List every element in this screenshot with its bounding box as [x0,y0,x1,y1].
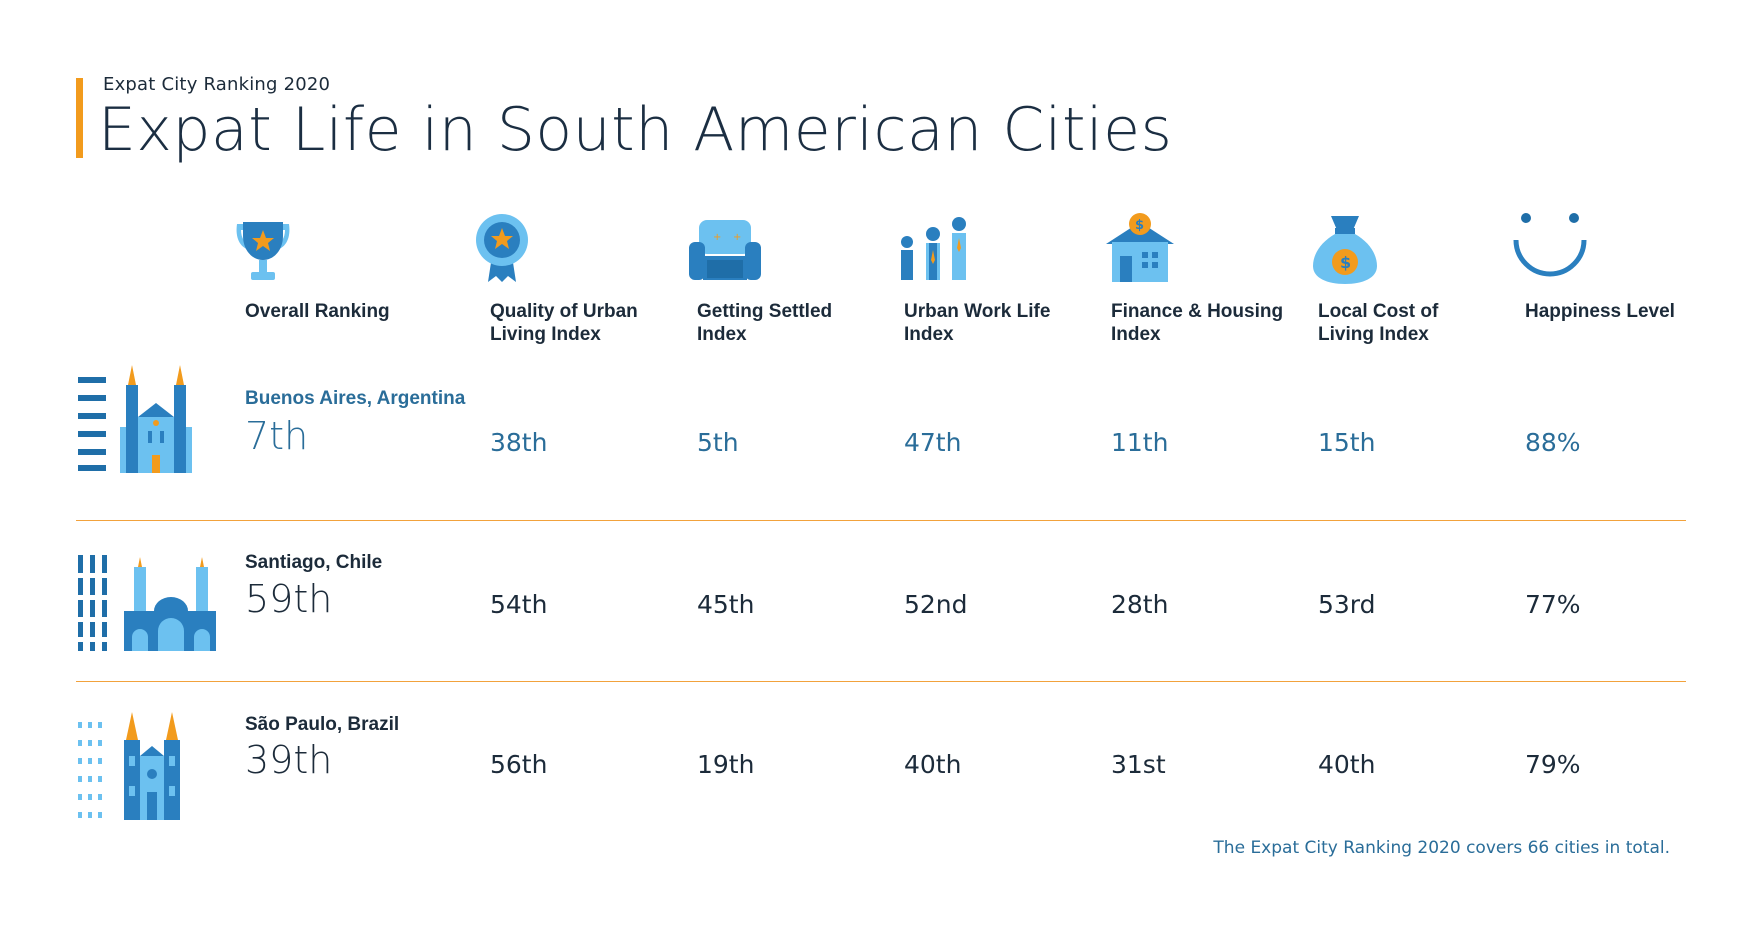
quality-santiago: 54th [490,590,548,619]
cost-santiago: 53rd [1318,590,1376,619]
finance-buenos-aires: 11th [1111,428,1169,457]
cathedral-sao-paulo-icon [76,712,206,820]
money-bag-icon: $ [1305,210,1385,290]
city-name-buenos-aires: Buenos Aires, Argentina [245,388,466,409]
column-header-settled: Getting Settled Index [697,301,833,345]
column-header-finance: Finance & Housing Index [1111,301,1284,345]
cathedral-santiago-icon [76,555,216,651]
row-divider [76,681,1686,682]
work-santiago: 52nd [904,590,968,619]
city-name-sao-paulo: São Paulo, Brazil [245,714,400,735]
svg-text:$: $ [1340,253,1351,272]
trophy-icon [223,210,303,290]
settled-sao-paulo: 19th [697,750,755,779]
quality-sao-paulo: 56th [490,750,548,779]
happiness-santiago: 77% [1525,590,1581,619]
cathedral-buenos-aires-icon [76,365,206,475]
cost-sao-paulo: 40th [1318,750,1376,779]
armchair-icon: + + [685,210,765,290]
happiness-buenos-aires: 88% [1525,428,1581,457]
column-header-work: Urban Work Life Index [904,301,1051,345]
page-title: Expat Life in South American Cities [98,95,1173,165]
finance-santiago: 28th [1111,590,1169,619]
settled-santiago: 45th [697,590,755,619]
svg-text:+: + [713,232,721,243]
page-subtitle: Expat City Ranking 2020 [103,74,331,95]
column-header-overall: Overall Ranking [245,301,390,322]
svg-text:$: $ [1135,218,1144,233]
people-group-icon [893,210,973,290]
house-coin-icon: $ [1100,210,1180,290]
happiness-sao-paulo: 79% [1525,750,1581,779]
settled-buenos-aires: 5th [697,428,739,457]
svg-text:+: + [733,232,741,243]
column-header-happiness: Happiness Level [1525,301,1675,322]
cost-buenos-aires: 15th [1318,428,1376,457]
work-buenos-aires: 47th [904,428,962,457]
award-rosette-icon [462,210,542,290]
overall-rank-buenos-aires: 7th [245,414,309,458]
finance-sao-paulo: 31st [1111,750,1166,779]
work-sao-paulo: 40th [904,750,962,779]
overall-rank-santiago: 59th [245,577,333,621]
column-header-cost: Local Cost of Living Index [1318,301,1439,345]
footnote: The Expat City Ranking 2020 covers 66 ci… [1213,838,1670,858]
title-accent-bar [76,78,83,158]
city-name-santiago: Santiago, Chile [245,552,383,573]
column-header-quality: Quality of Urban Living Index [490,301,638,345]
quality-buenos-aires: 38th [490,428,548,457]
smiley-icon [1510,210,1590,290]
row-divider [76,520,1686,521]
overall-rank-sao-paulo: 39th [245,738,333,782]
